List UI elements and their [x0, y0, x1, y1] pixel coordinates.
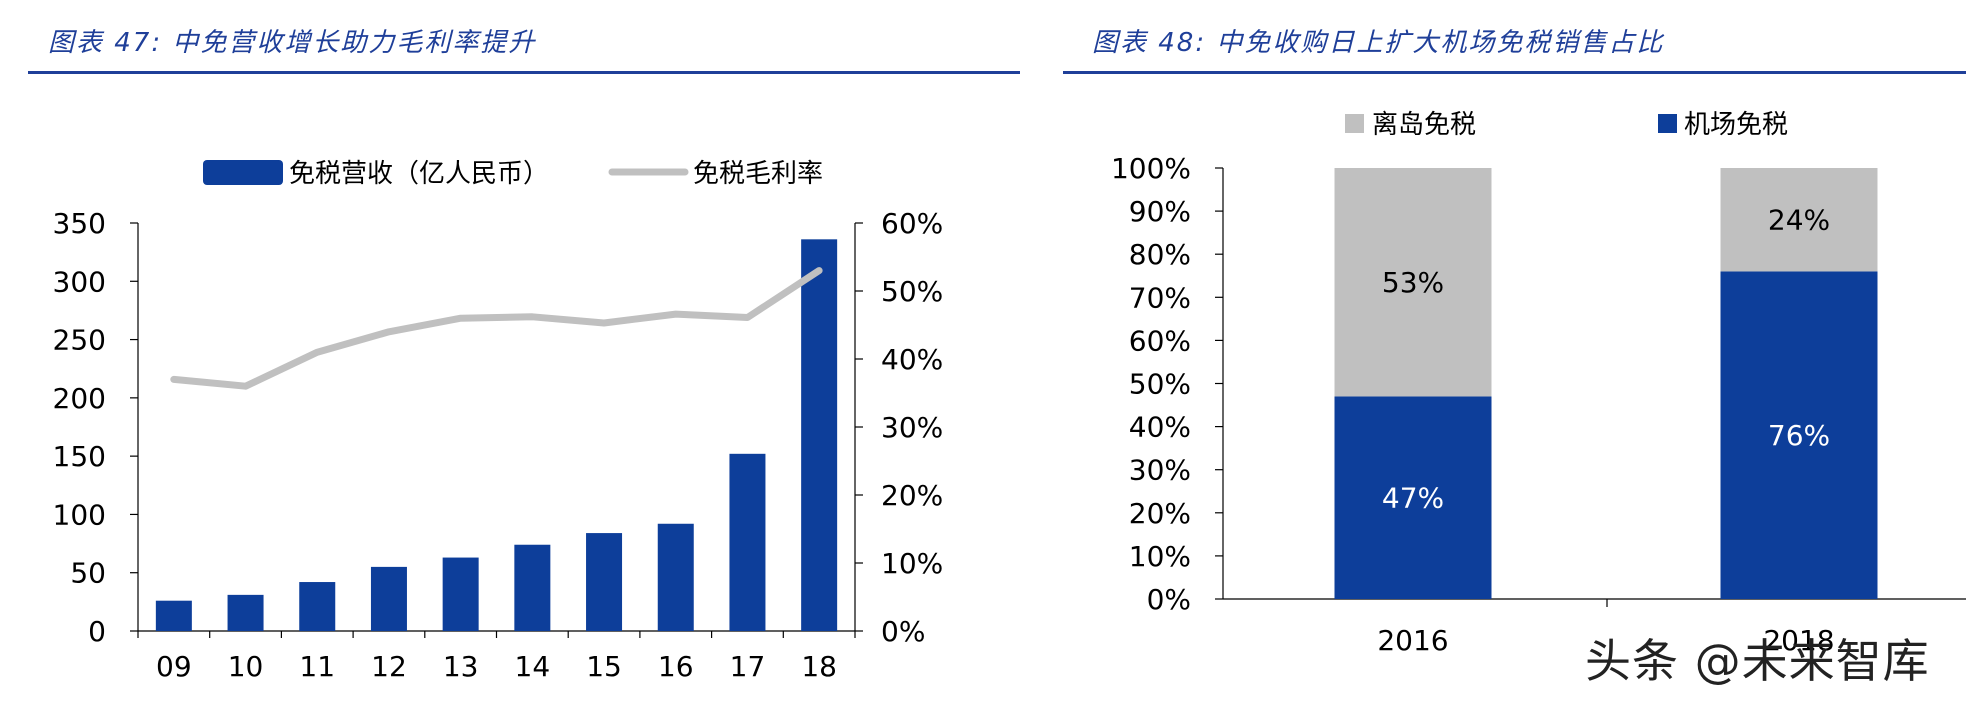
revenue-bar	[586, 533, 623, 631]
left-chart-title: 图表 47: 中免营收增长助力毛利率提升	[48, 28, 537, 58]
revenue-bar	[299, 582, 336, 631]
island-duty-free-segment	[1334, 168, 1492, 397]
left-y-tick-label: 200	[53, 382, 106, 415]
watermark: 头条 @未来智库	[1585, 634, 1930, 688]
right-title-rule	[1063, 71, 1966, 74]
revenue-bar	[801, 239, 838, 631]
legend-revenue-swatch	[203, 160, 283, 185]
stacked-y-tick-label: 90%	[1129, 195, 1191, 228]
gross-margin-line	[170, 267, 823, 390]
left-y-tick-label: 250	[53, 324, 106, 357]
left-y-tick-label: 100	[53, 498, 106, 531]
revenue-bar	[442, 557, 479, 631]
stacked-y-tick-label: 60%	[1129, 324, 1191, 357]
stacked-y-tick-label: 40%	[1129, 411, 1191, 444]
airport-share-label: 76%	[1768, 419, 1830, 452]
stacked-y-tick-label: 50%	[1129, 368, 1191, 401]
stacked-y-tick-label: 30%	[1129, 454, 1191, 487]
stacked-y-tick-label: 0%	[1147, 583, 1191, 616]
stacked-y-tick-label: 20%	[1129, 497, 1191, 530]
legend-island-swatch	[1345, 114, 1364, 133]
stacked-y-tick-label: 80%	[1129, 238, 1191, 271]
x-tick-label: 17	[730, 650, 766, 683]
left-y-tick-label: 350	[53, 207, 106, 240]
revenue-bar	[227, 594, 264, 631]
right-y-tick-label: 60%	[881, 207, 943, 240]
left-y-tick-label: 50	[70, 557, 106, 590]
airport-duty-free-segment	[1720, 271, 1878, 599]
revenue-bar	[155, 600, 192, 631]
revenue-bar	[657, 523, 694, 631]
legend-airport-swatch	[1658, 114, 1677, 133]
left-y-tick-label: 300	[53, 265, 106, 298]
left-y-tick-label: 0	[88, 615, 106, 648]
stacked-x-tick-label: 2016	[1377, 624, 1448, 657]
x-tick-label: 16	[658, 650, 694, 683]
revenue-bar	[514, 544, 551, 631]
stacked-y-tick-label: 100%	[1111, 152, 1191, 185]
revenue-bar	[370, 566, 407, 631]
x-tick-label: 11	[299, 650, 335, 683]
island-duty-free-segment	[1720, 168, 1878, 272]
left-title-rule	[28, 71, 1020, 74]
legend-margin-label: 免税毛利率	[693, 159, 823, 189]
x-tick-label: 10	[228, 650, 264, 683]
stacked-y-tick-label: 70%	[1129, 281, 1191, 314]
x-tick-label: 14	[515, 650, 551, 683]
island-share-label: 24%	[1768, 204, 1830, 237]
x-tick-label: 15	[586, 650, 622, 683]
right-chart-title: 图表 48: 中免收购日上扩大机场免税销售占比	[1092, 28, 1665, 58]
right-y-tick-label: 50%	[881, 275, 943, 308]
x-tick-label: 09	[156, 650, 192, 683]
right-y-tick-label: 0%	[881, 615, 925, 648]
right-y-tick-label: 30%	[881, 411, 943, 444]
legend-revenue-label: 免税营收（亿人民币）	[289, 159, 549, 189]
x-tick-label: 12	[371, 650, 407, 683]
left-y-tick-label: 150	[53, 440, 106, 473]
stacked-x-tick-label: 2018	[1763, 624, 1834, 657]
revenue-bar	[729, 453, 766, 631]
airport-duty-free-segment	[1334, 396, 1492, 599]
legend-island-label: 离岛免税	[1372, 110, 1476, 140]
x-tick-label: 13	[443, 650, 479, 683]
island-share-label: 53%	[1382, 266, 1444, 299]
right-y-tick-label: 20%	[881, 479, 943, 512]
airport-share-label: 47%	[1382, 482, 1444, 515]
right-y-tick-label: 10%	[881, 547, 943, 580]
right-y-tick-label: 40%	[881, 343, 943, 376]
x-tick-label: 18	[801, 650, 837, 683]
legend-airport-label: 机场免税	[1684, 110, 1788, 140]
stacked-y-tick-label: 10%	[1129, 540, 1191, 573]
